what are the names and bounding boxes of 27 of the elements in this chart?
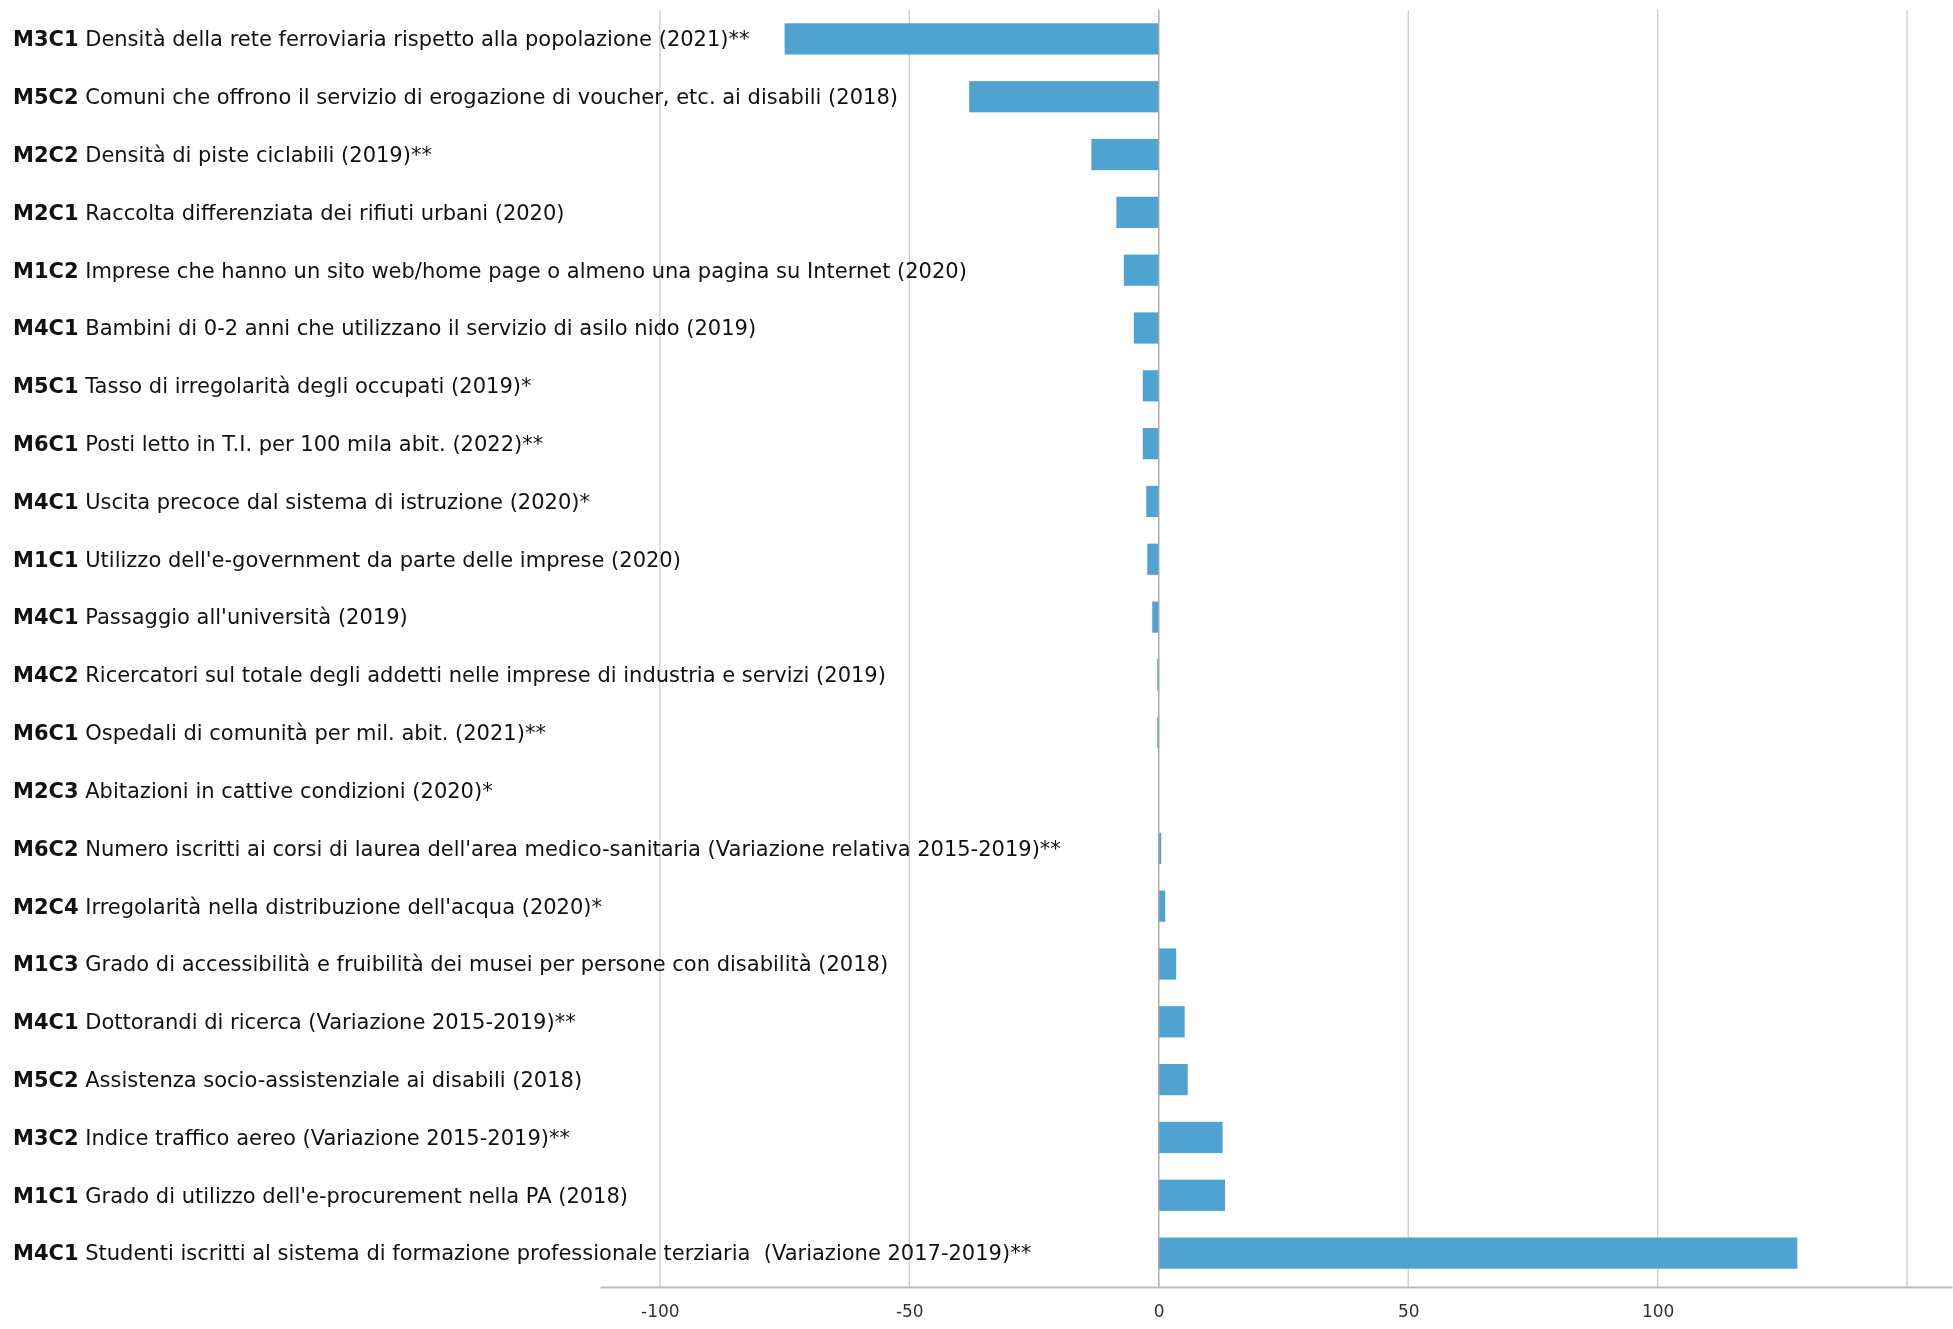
y-tick-label: M2C3 Abitazioni in cattive condizioni (2020)* [13, 778, 493, 803]
y-tick-label: M5C2 Comuni che offrono il servizio di erogazione di voucher, etc. ai disabili (2018) [13, 85, 898, 110]
x-tick-label: -50 [895, 1301, 924, 1322]
y-tick-label: M2C4 Irregolarità nella distribuzione dell'acqua (2020)* [13, 894, 603, 919]
y-tick-label: M6C2 Numero iscritti ai corsi di laurea dell'area medico-sanitaria (Variazione relativa 2015-2019)** [13, 836, 1061, 861]
y-tick-label: M6C1 Posti letto in T.I. per 100 mila abit. (2022)** [13, 431, 544, 456]
y-tick-label: M1C1 Utilizzo dell'e-government da parte delle imprese (2020) [13, 547, 681, 572]
y-tick-label: M4C1 Uscita precoce dal sistema di istruzione (2020)* [13, 489, 590, 514]
x-tick-label: -100 [641, 1301, 680, 1322]
y-tick-label: M1C2 Imprese che hanno un sito web/home page o almeno una pagina su Internet (2020) [13, 258, 967, 283]
y-tick-label: M4C1 Passaggio all'università (2019) [13, 605, 408, 630]
x-tick-label: 0 [1153, 1301, 1165, 1322]
x-tick-label: 50 [1397, 1301, 1420, 1322]
y-tick-label: M5C1 Tasso di irregolarità degli occupati (2019)* [13, 374, 532, 399]
y-tick-label: M6C1 Ospedali di comunità per mil. abit. (2021)** [13, 721, 546, 746]
y-tick-label: M2C1 Raccolta differenziata dei rifiuti urbani (2020) [13, 200, 565, 225]
y-tick-label: M4C1 Bambini di 0-2 anni che utilizzano il servizio di asilo nido (2019) [13, 316, 757, 341]
y-tick-label: M1C3 Grado di accessibilità e fruibilità dei musei per persone con disabilità (2018) [13, 952, 889, 977]
y-tick-label: M1C1 Grado di utilizzo dell'e-procurement nella PA (2018) [13, 1183, 629, 1208]
x-tick-label: 100 [1641, 1301, 1675, 1322]
y-tick-label: M4C1 Dottorandi di ricerca (Variazione 2015-2019)** [13, 1010, 576, 1035]
y-tick-label: M5C2 Assistenza socio-assistenziale ai disabili (2018) [13, 1067, 583, 1092]
y-tick-label: M4C1 Studenti iscritti al sistema di formazione professionale terziaria (Variazione 2017-2019)** [13, 1241, 1032, 1266]
y-tick-label: M2C2 Densità di piste ciclabili (2019)** [13, 142, 432, 167]
y-tick-label: M3C2 Indice traffico aereo (Variazione 2015-2019)** [13, 1125, 570, 1150]
y-tick-label: M3C1 Densità della rete ferroviaria rispetto alla popolazione (2021)** [13, 27, 750, 52]
y-tick-label: M4C2 Ricercatori sul totale degli addetti nelle imprese di industria e servizi (2019) [13, 663, 886, 688]
